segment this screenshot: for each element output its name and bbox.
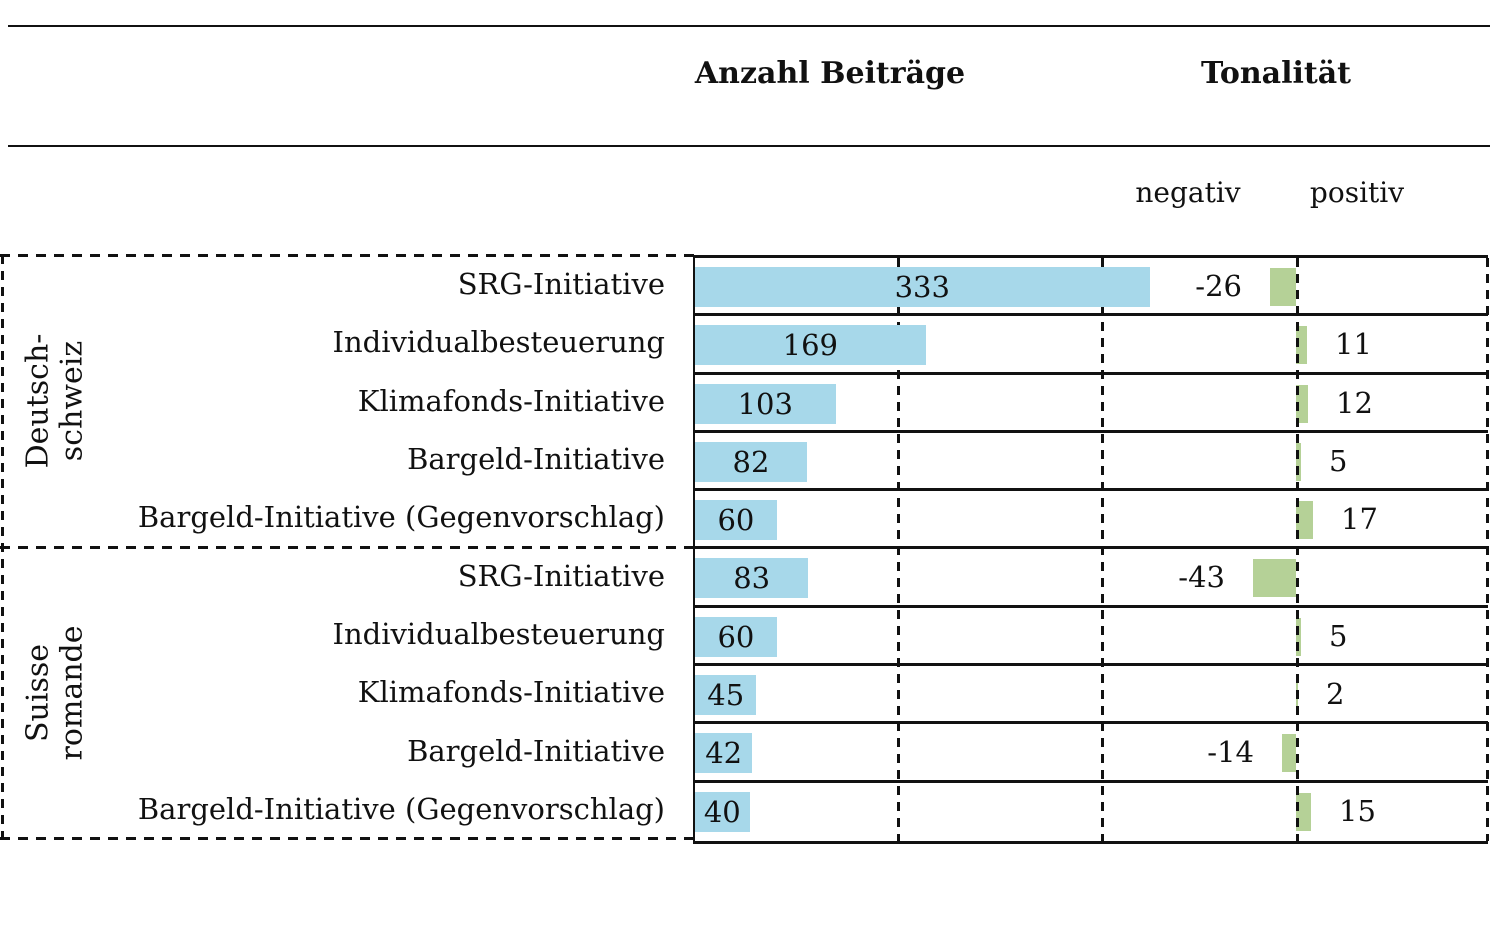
chart-row: 103 12 [693,375,1488,433]
tonalitaet-bar [1296,792,1311,831]
row-label: Individualbesteuerung [332,616,665,651]
beitraege-value: 45 [707,678,745,713]
beitraege-value: 82 [732,444,770,479]
tonalitaet-value: -43 [1178,560,1225,595]
gridline-150 [897,258,900,841]
beitraege-bar: 60 [695,616,777,657]
tonalitaet-value: -26 [1195,269,1242,303]
gridline-300 [1101,258,1104,841]
row-label: Bargeld-Initiative [407,442,665,477]
row-label: Bargeld-Initiative [407,733,665,768]
beitraege-bar: 42 [695,733,753,774]
beitraege-value: 40 [703,794,741,829]
tonalitaet-value: 5 [1329,443,1348,478]
chart-row: 42 -14 [693,724,1488,783]
chart-row: 83 -43 [693,549,1488,608]
beitraege-axis-line [693,258,695,841]
tonalitaet-value: 5 [1329,618,1348,653]
beitraege-bar: 103 [695,383,836,424]
beitraege-bar: 333 [695,267,1150,307]
row-label: Bargeld-Initiative (Gegenvorschlag) [137,500,665,535]
beitraege-value: 169 [782,328,839,363]
tonalitaet-value: 15 [1339,793,1376,828]
row-label: Individualbesteuerung [332,325,665,360]
chart-row: 333 -26 [693,258,1488,317]
row-label-column: SRG-Initiative Individualbesteuerung Kli… [0,255,665,838]
tonalitaet-bar [1296,501,1313,540]
tonalitaet-value: 2 [1326,677,1345,712]
beitraege-value: 83 [733,561,771,596]
row-label: Klimafonds-Initiative [357,675,665,710]
chart-row: 60 5 [693,608,1488,667]
beitraege-bar: 83 [695,558,809,599]
chart-row: 169 11 [693,316,1488,375]
chart-row: 82 5 [693,433,1488,492]
beitraege-bar: 45 [695,675,757,716]
row-label: Klimafonds-Initiative [357,383,665,418]
beitraege-value: 103 [737,386,793,421]
chart-right-dashed-border [1486,258,1489,841]
column-header-anzahl-beitraege: Anzahl Beiträge [694,56,966,91]
row-label: SRG-Initiative [457,267,665,302]
beitraege-value: 42 [705,736,743,771]
tonalitaet-value: -14 [1207,735,1254,770]
tonalitaet-value: 11 [1335,327,1372,362]
tonalitaet-bar [1253,559,1296,598]
tonalitaet-positive-axis-label: positiv [1309,176,1405,209]
beitraege-bar: 40 [695,791,750,832]
chart-row: 40 15 [693,783,1488,841]
group-separator-top [0,254,694,257]
tonalitaet-bar [1296,384,1308,423]
group-separator-middle [0,546,694,549]
chart-row: 45 2 [693,666,1488,725]
row-label: Bargeld-Initiative (Gegenvorschlag) [137,791,665,826]
tonalitaet-value: 12 [1336,385,1373,420]
row-label: SRG-Initiative [457,558,665,593]
tonalitaet-bar [1282,734,1296,773]
chart-panel: 333 -26 169 11 103 12 82 5 60 17 83 -43 [693,255,1489,844]
tonalitaet-zero-line [1296,258,1299,841]
top-rule [8,25,1490,27]
beitraege-bar: 169 [695,325,926,366]
beitraege-bar: 60 [695,500,777,541]
column-header-tonalitaet: Tonalität [1200,56,1352,91]
beitraege-value: 333 [894,270,950,304]
tonalitaet-bar [1270,268,1296,306]
group-separator-bottom [0,837,694,840]
header-rule [8,145,1490,147]
chart-row: 60 17 [693,491,1488,550]
beitraege-bar: 82 [695,441,807,482]
tonalitaet-negative-axis-label: negativ [1135,176,1241,209]
beitraege-value: 60 [717,619,755,654]
tonalitaet-bar [1296,326,1307,365]
beitraege-value: 60 [717,503,755,538]
tonalitaet-value: 17 [1341,502,1378,537]
